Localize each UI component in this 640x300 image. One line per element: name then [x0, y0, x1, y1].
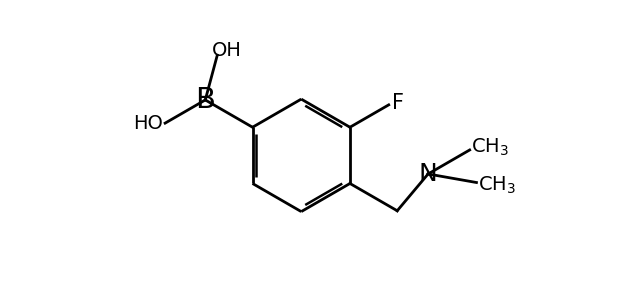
Text: CH$_3$: CH$_3$: [478, 175, 516, 196]
Text: OH: OH: [212, 41, 242, 60]
Text: N: N: [419, 162, 438, 186]
Text: CH$_3$: CH$_3$: [471, 136, 509, 158]
Text: F: F: [392, 93, 404, 113]
Text: B: B: [195, 86, 215, 114]
Text: HO: HO: [133, 114, 163, 133]
